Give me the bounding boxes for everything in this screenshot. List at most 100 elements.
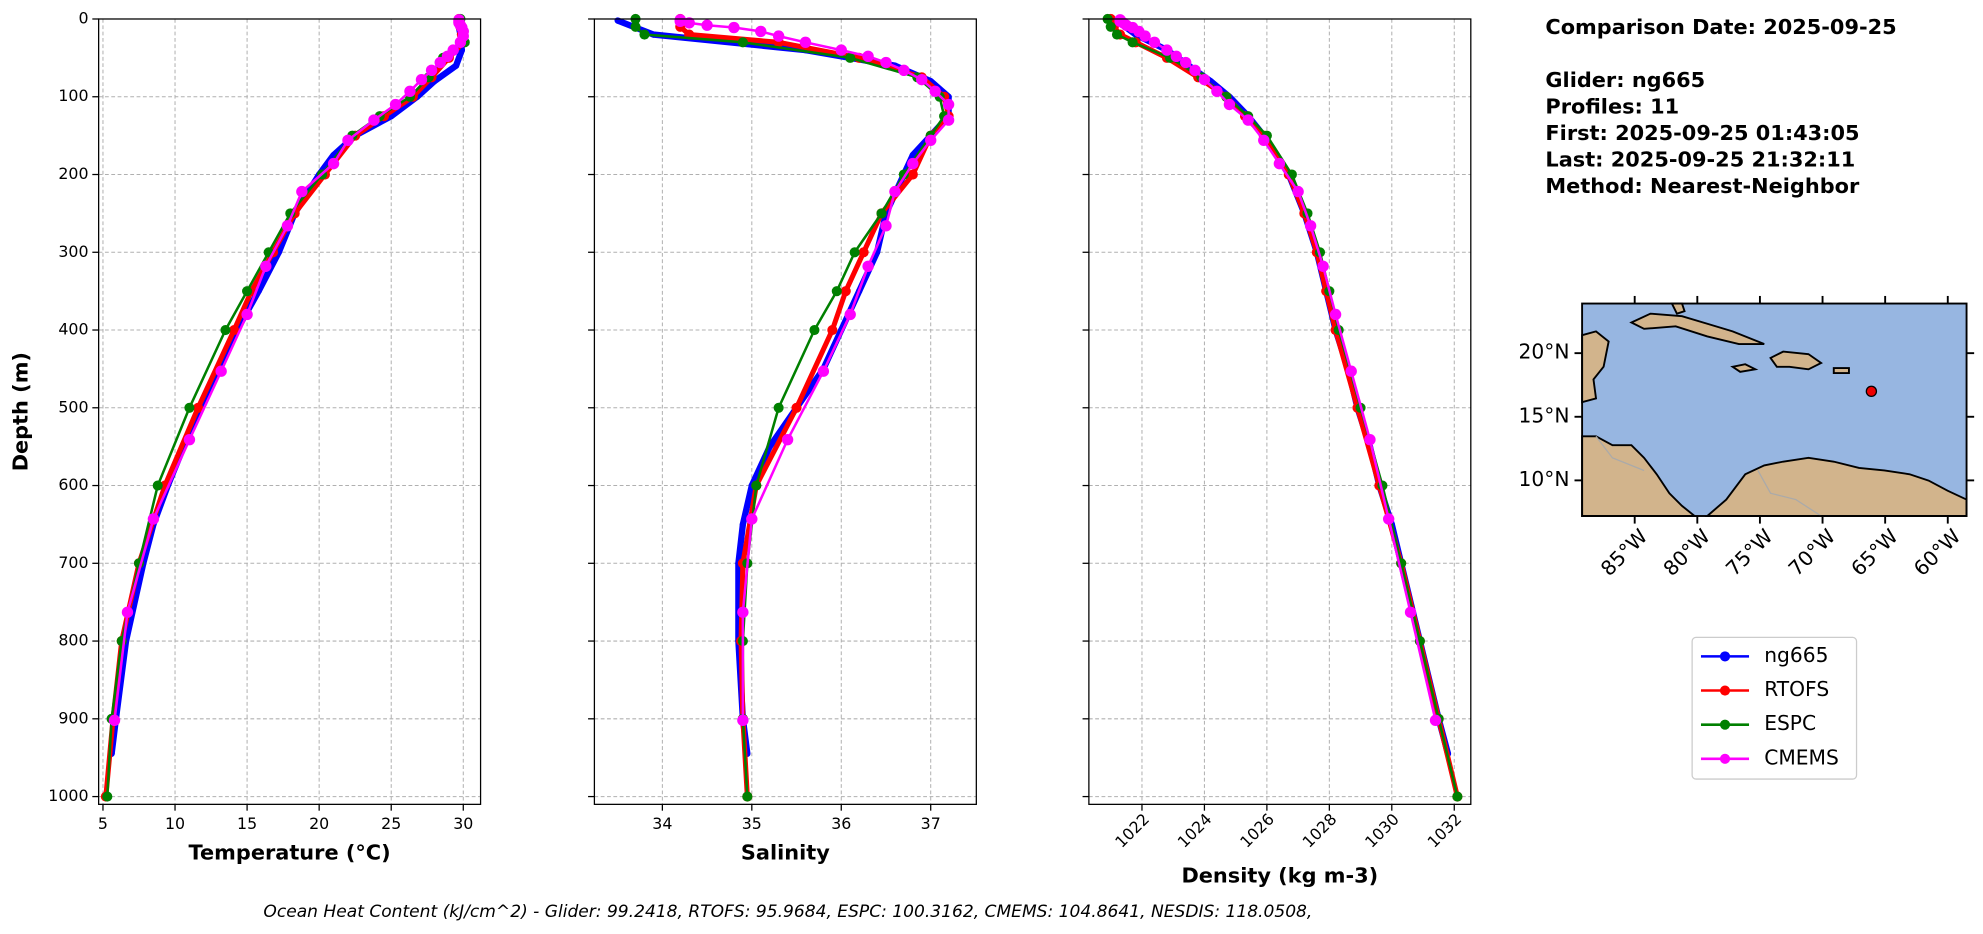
point [1179, 56, 1192, 69]
point [193, 402, 204, 413]
point [1170, 50, 1183, 63]
point [1382, 513, 1395, 525]
cuba [1629, 312, 1765, 345]
point [1317, 260, 1329, 272]
x-tick-label: 34 [652, 814, 672, 833]
point [452, 62, 460, 69]
point [772, 30, 785, 42]
y-tick-label: 100 [58, 86, 88, 105]
x-tick-label: 30 [453, 814, 473, 833]
point [835, 44, 847, 56]
x-tick-label: 5 [98, 814, 108, 833]
x-axis-label: Density (kg m-3) [1181, 863, 1378, 887]
point [184, 402, 195, 413]
legend-label: ng665 [1764, 643, 1828, 667]
point [909, 151, 916, 159]
legend-label: CMEMS [1764, 745, 1839, 769]
point [1105, 21, 1116, 32]
x-tick-label: 37 [921, 814, 941, 833]
yucatan [1581, 330, 1610, 404]
x-tick-label: 35 [742, 814, 762, 833]
legend-label: RTOFS [1764, 677, 1829, 701]
point [102, 791, 113, 802]
y-tick-label: 200 [58, 164, 88, 183]
point [840, 286, 851, 297]
point [889, 185, 901, 198]
point [862, 260, 874, 272]
point [281, 220, 294, 232]
point [108, 714, 121, 727]
point [1345, 365, 1357, 377]
point [737, 714, 749, 727]
point [737, 37, 748, 48]
point [799, 36, 812, 49]
point [1189, 64, 1201, 77]
y-tick-label: 400 [58, 320, 88, 339]
x-axis-label: Temperature (°C) [189, 841, 391, 865]
point [296, 185, 308, 198]
map-frame [1581, 302, 1968, 517]
point [121, 606, 134, 618]
point [614, 17, 621, 24]
y-tick-label: 500 [58, 397, 88, 416]
point [415, 73, 428, 86]
point [342, 134, 354, 146]
legend-marker [1719, 651, 1731, 662]
point [791, 402, 802, 413]
y-axis-label: Depth (m) [8, 352, 32, 471]
south-america [1704, 456, 1968, 517]
legend-marker [1719, 685, 1731, 696]
point [907, 169, 918, 180]
lat-label: 20°N [1518, 340, 1569, 364]
point [942, 114, 955, 126]
point [907, 157, 919, 170]
point [1273, 157, 1286, 170]
hispaniola [1769, 350, 1823, 371]
point [1127, 37, 1138, 48]
land [1581, 302, 1968, 517]
point [1404, 606, 1417, 618]
point [183, 433, 196, 446]
point [639, 29, 650, 40]
point [1198, 73, 1211, 86]
legend-marker [1719, 753, 1731, 764]
point [925, 134, 937, 146]
borders [1595, 435, 1822, 517]
point [781, 433, 794, 446]
point [1223, 98, 1236, 111]
y-tick-label: 1000 [48, 786, 88, 805]
point [434, 56, 446, 69]
info-line: Comparison Date: 2025-09-25 [1545, 15, 1896, 39]
point [152, 480, 163, 491]
point [1452, 791, 1463, 802]
point [831, 286, 842, 297]
axes-frame [1088, 18, 1472, 805]
info-line: Last: 2025-09-25 21:32:11 [1545, 148, 1855, 172]
point [1161, 44, 1173, 56]
point [728, 21, 740, 34]
lat-label: 15°N [1518, 403, 1569, 427]
x-tick-label: 15 [237, 814, 257, 833]
point [1364, 433, 1376, 446]
point [880, 220, 892, 232]
point [862, 50, 874, 63]
axes-frame [593, 18, 977, 805]
x-axis-label: Salinity [741, 841, 830, 865]
point [389, 98, 402, 111]
point [817, 365, 830, 377]
point [858, 247, 869, 258]
y-tick-label: 800 [58, 631, 88, 650]
point [739, 521, 747, 528]
point [773, 402, 784, 413]
point [742, 791, 753, 802]
legend-box [1691, 636, 1858, 780]
x-tick-label: 10 [165, 814, 185, 833]
x-tick-label: 20 [309, 814, 329, 833]
point [147, 513, 160, 525]
point [1242, 114, 1254, 126]
point [683, 17, 695, 29]
jamaica [1730, 363, 1759, 373]
point [751, 480, 762, 491]
legend-marker [1719, 719, 1731, 730]
